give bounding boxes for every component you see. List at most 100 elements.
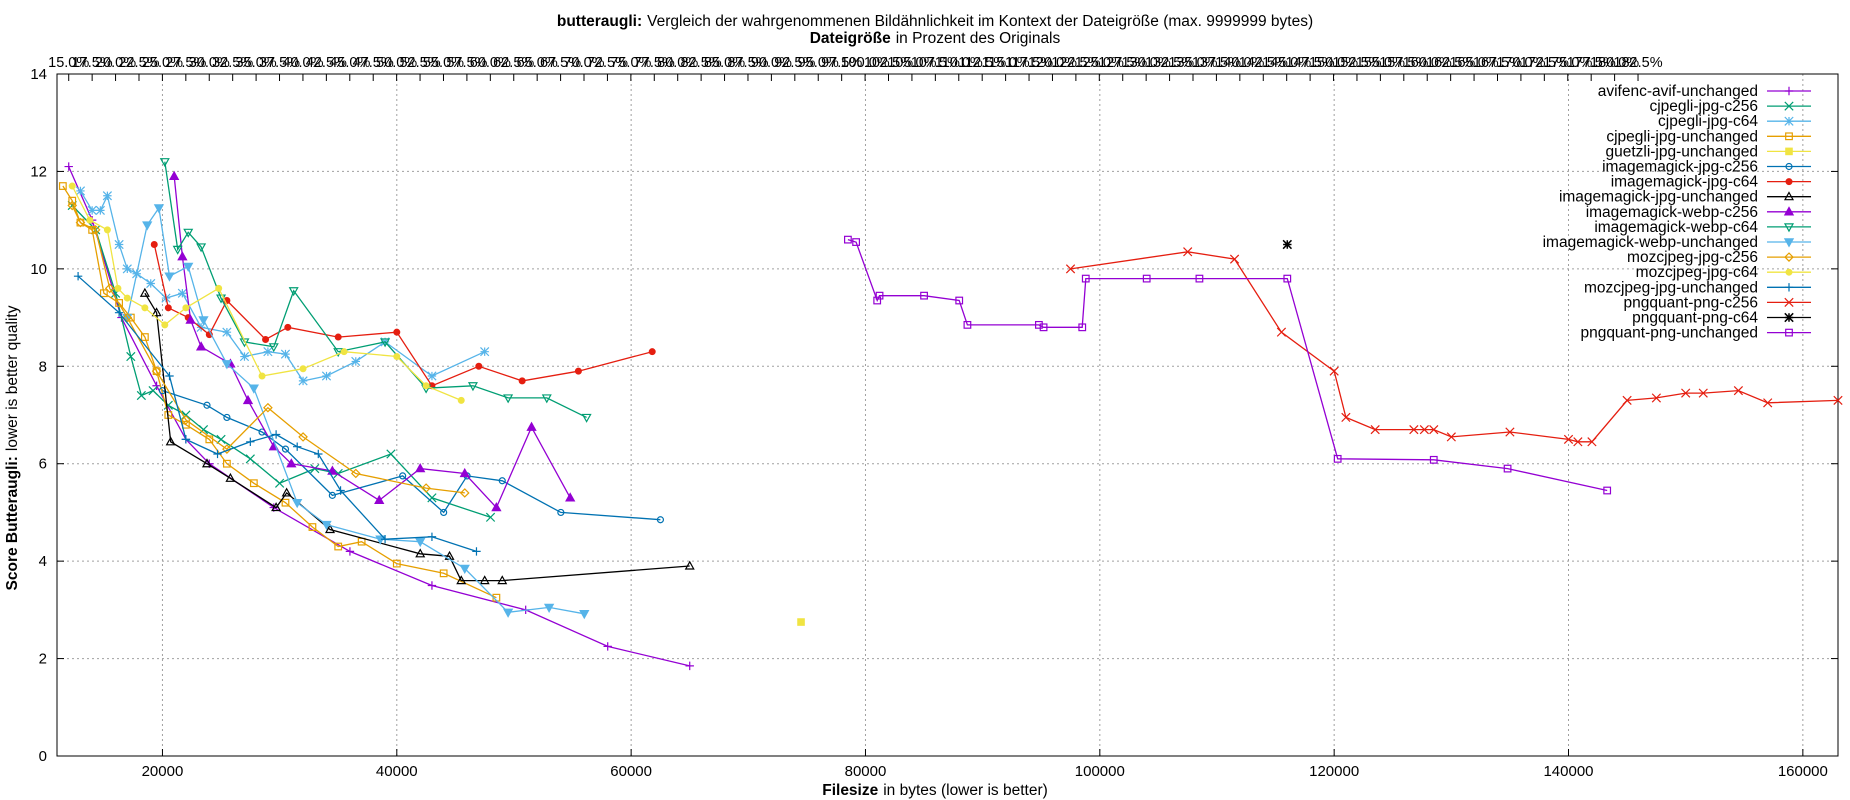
x2-tick-label: 135.0% [1168, 55, 1217, 71]
point-marker [153, 204, 165, 214]
point-marker [656, 516, 665, 524]
point-marker [1783, 191, 1795, 201]
legend-entry-mozcjpeg-jpg-unchanged: mozcjpeg-jpg-unchanged [1584, 279, 1811, 296]
x-tick-label: 60000 [610, 763, 652, 780]
series-line [164, 161, 587, 418]
series-cjpegli-jpg-c64 [75, 186, 490, 386]
point-marker [275, 478, 285, 488]
chart-title-rest: Vergleich der wahrgenommenen Bildähnlich… [647, 13, 1313, 30]
x2-tick-label: 80.0% [657, 55, 698, 71]
point-marker [223, 413, 231, 422]
point-marker [298, 376, 308, 386]
x2-tick-label: 97.5% [821, 55, 862, 71]
point-marker [603, 642, 612, 651]
y-tick-label: 4 [39, 553, 47, 570]
x2-tick-label: 27.5% [165, 55, 206, 71]
legend-label: imagemagick-webp-c256 [1586, 204, 1758, 221]
x2-tick-label: 15.0% [48, 55, 89, 71]
point-marker [1429, 424, 1439, 435]
x-axis-label: Filesize in bytes (lower is better) [822, 782, 1048, 799]
point-marker [239, 351, 250, 362]
point-marker [139, 287, 150, 297]
point-marker [427, 581, 437, 590]
point-marker [104, 283, 115, 294]
point-marker [380, 338, 391, 348]
point-marker [375, 535, 386, 545]
axes: 20000 40000 60000 80000 100000 120000 140000 16… [30, 66, 1839, 780]
x2-tick-label: 17.5% [72, 55, 113, 71]
point-marker [299, 365, 307, 373]
point-marker [195, 341, 207, 351]
point-marker [64, 162, 73, 171]
series-guetzli-jpg-unchanged [797, 618, 805, 626]
point-marker [286, 458, 297, 468]
point-marker [86, 216, 94, 224]
point-marker [1078, 323, 1087, 332]
point-marker [203, 401, 211, 409]
point-marker [201, 458, 212, 468]
x2-tick-label: 25.0% [142, 55, 183, 71]
point-marker [1833, 395, 1843, 406]
point-marker [67, 200, 78, 211]
point-marker [1065, 264, 1076, 274]
x2-tick-label: 45.0% [329, 55, 370, 71]
point-marker [844, 235, 852, 244]
point-marker [350, 468, 361, 479]
series-mozcjpeg-jpg-c256 [67, 200, 470, 498]
series-line [79, 190, 485, 382]
legend-entry-avifenc-avif-unchanged: avifenc-avif-unchanged [1598, 83, 1811, 100]
x2-tick-label: 95.0% [798, 55, 839, 71]
series-line [162, 389, 661, 521]
point-marker [334, 333, 342, 341]
point-marker [1587, 437, 1597, 447]
x2-tick-label: 115.0% [982, 55, 1030, 71]
legend-label: imagemagick-jpg-c64 [1611, 174, 1759, 191]
series-imagemagick-jpg-c256 [158, 387, 665, 524]
point-marker [280, 349, 291, 359]
legend: avifenc-avif-unchangedcjpegli-jpg-c256cj… [1543, 83, 1811, 342]
x2-tick-label: 32.5% [212, 55, 253, 71]
point-marker [68, 196, 77, 205]
point-marker [427, 493, 437, 503]
chart-title: butteraugli: Vergleich der wahrgenommenen… [557, 13, 1313, 30]
point-marker [574, 367, 582, 375]
legend-label: mozcjpeg-jpg-unchanged [1584, 279, 1758, 296]
point-marker [183, 262, 194, 272]
point-marker [1142, 274, 1151, 283]
x2-tick-label: 67.5% [540, 55, 581, 71]
point-marker [1783, 206, 1795, 216]
x2-tick-label: 90.0% [751, 55, 792, 71]
point-marker [459, 488, 470, 498]
point-marker [797, 618, 805, 626]
point-marker [498, 477, 506, 485]
point-marker [374, 494, 385, 504]
point-marker [182, 304, 190, 312]
x2-tick-label: 55.0% [423, 55, 464, 71]
point-marker [1034, 320, 1043, 329]
x2-tick-label: 117.5% [1005, 55, 1053, 71]
x2-tick-label: 37.5% [259, 55, 300, 71]
x2-tick-label: 180.0% [1590, 55, 1639, 71]
point-marker [225, 472, 236, 482]
x2-tick-label: 132.5% [1145, 55, 1194, 71]
point-marker [1329, 366, 1339, 376]
point-marker [1784, 283, 1794, 292]
x2-tick-label: 167.5% [1473, 55, 1522, 71]
legend-label: cjpegli-jpg-c256 [1649, 98, 1758, 115]
point-marker [152, 381, 161, 390]
legend-entry-imagemagick-webp-unchanged: imagemagick-webp-unchanged [1543, 234, 1811, 251]
point-marker [1785, 147, 1793, 156]
point-marker [485, 512, 496, 522]
x-tick-label: 40000 [376, 763, 418, 780]
point-marker [336, 486, 345, 495]
series-imagemagick-webp-unchanged [122, 204, 590, 620]
x2-tick-label: 155.0% [1356, 55, 1405, 71]
point-marker [114, 284, 122, 292]
x2-tick-label: 162.5% [1426, 55, 1475, 71]
point-marker [151, 307, 162, 317]
y-tick-label: 14 [30, 66, 47, 83]
x-tick-label: 120000 [1309, 763, 1359, 780]
point-marker [459, 564, 470, 574]
point-marker [1183, 247, 1193, 257]
y-tick-label: 10 [30, 261, 47, 278]
